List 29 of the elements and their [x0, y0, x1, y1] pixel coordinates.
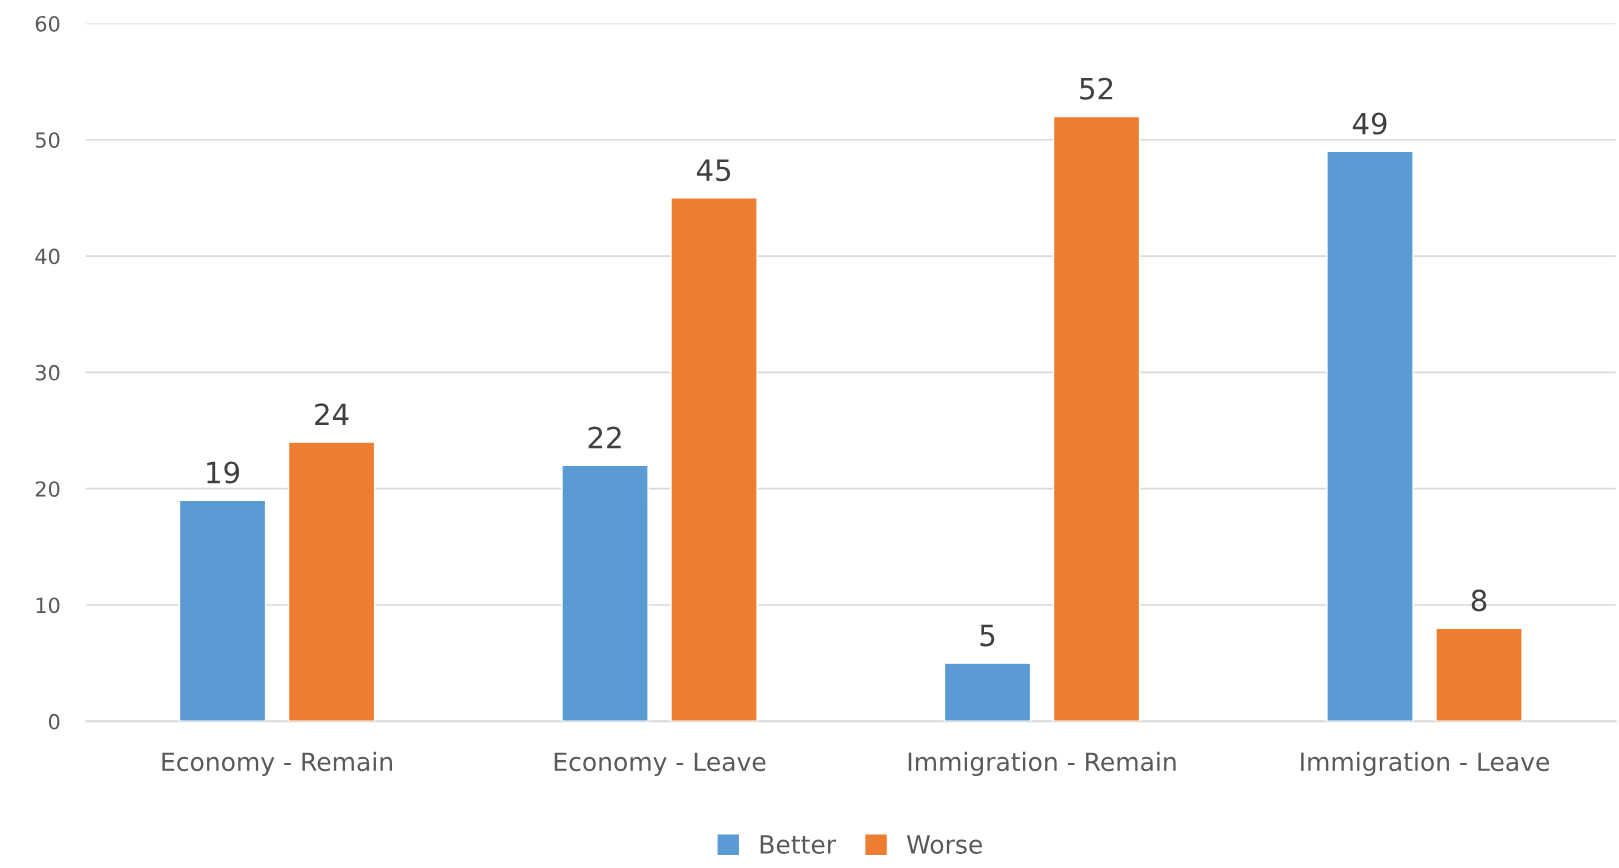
bar — [287, 441, 376, 722]
bar — [561, 464, 649, 722]
y-tick-label: 20 — [35, 481, 60, 497]
bar — [1435, 627, 1523, 722]
data-label: 24 — [315, 403, 349, 425]
y-tick-label: 0 — [48, 713, 60, 730]
x-tick-label: Economy - Remain — [162, 751, 392, 777]
y-tick-label: 50 — [35, 132, 60, 148]
legend-label: Worse — [906, 835, 982, 854]
y-tick-label: 60 — [35, 15, 60, 32]
y-tick-label: 40 — [35, 248, 60, 265]
bar — [1326, 150, 1414, 722]
legend-label: Better — [760, 835, 837, 854]
data-label: 52 — [1080, 77, 1113, 100]
data-label: 45 — [696, 159, 731, 182]
x-tick-label: Immigration - Remain — [908, 751, 1176, 777]
data-label: 19 — [207, 461, 240, 484]
y-tick-label: 30 — [35, 364, 60, 381]
bar — [943, 662, 1032, 722]
y-tick-label: 10 — [36, 597, 60, 614]
x-tick-label: Immigration - Leave — [1301, 751, 1550, 777]
bar — [670, 197, 758, 722]
data-label: 5 — [980, 624, 995, 647]
data-label: 22 — [588, 426, 621, 449]
data-label: 49 — [1352, 112, 1387, 135]
x-tick-label: Economy - Leave — [554, 752, 766, 777]
bar — [178, 499, 267, 722]
bar — [1052, 115, 1141, 722]
data-label: 8 — [1471, 589, 1487, 612]
